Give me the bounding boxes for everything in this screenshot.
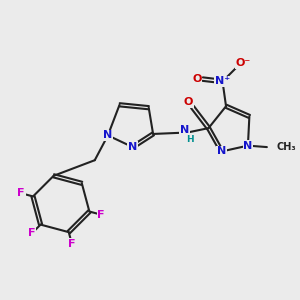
Text: N⁺: N⁺ — [215, 76, 230, 86]
Text: F: F — [17, 188, 25, 198]
Text: N: N — [180, 125, 189, 135]
Text: H: H — [186, 135, 194, 144]
Text: F: F — [98, 210, 105, 220]
Text: O⁻: O⁻ — [235, 58, 250, 68]
Text: F: F — [28, 228, 36, 238]
Text: F: F — [68, 239, 76, 249]
Text: N: N — [243, 141, 253, 151]
Text: N: N — [103, 130, 112, 140]
Text: N: N — [217, 146, 226, 157]
Text: CH₃: CH₃ — [276, 142, 296, 152]
Text: O: O — [192, 74, 202, 84]
Text: O: O — [183, 97, 193, 107]
Text: N: N — [128, 142, 137, 152]
